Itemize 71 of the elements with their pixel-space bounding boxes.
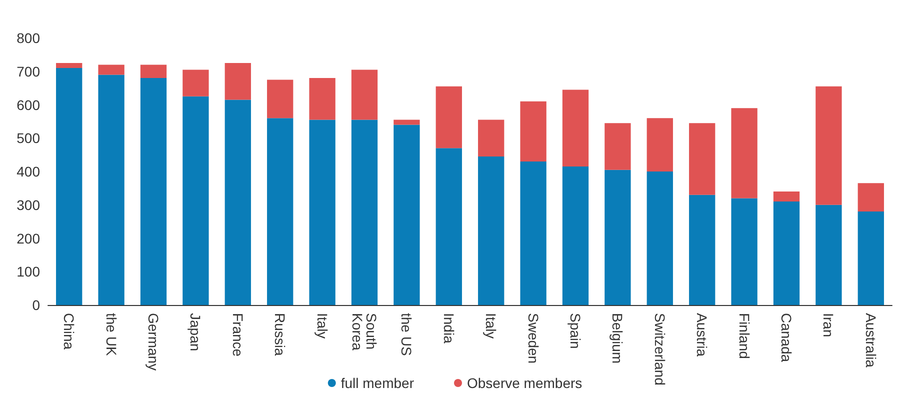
bar: [182, 70, 209, 96]
bar: [182, 96, 209, 305]
y-tick-label: 400: [16, 164, 40, 180]
y-tick-label: 0: [32, 297, 40, 313]
bar: [646, 172, 673, 305]
bar: [689, 194, 716, 305]
bar: [267, 118, 294, 305]
bar: [604, 123, 631, 170]
bar: [351, 120, 378, 305]
bar: [56, 68, 82, 305]
x-tick-label: the UK: [103, 313, 120, 356]
bar: [858, 212, 884, 305]
bar: [309, 120, 336, 305]
y-tick-label: 300: [16, 196, 40, 213]
legend-label: Observe members: [466, 375, 582, 391]
bar: [267, 80, 294, 118]
bar: [478, 120, 504, 156]
x-tick-label: Italy: [314, 313, 330, 339]
bar: [224, 100, 251, 305]
y-tick-label: 600: [16, 96, 40, 113]
bar: [816, 86, 842, 205]
bar: [562, 90, 589, 166]
x-tick-label: Russia: [272, 313, 288, 356]
bar: [520, 161, 546, 305]
bar: [604, 170, 631, 305]
x-tick-label: Finland: [736, 313, 752, 359]
y-tick-label: 700: [16, 63, 40, 80]
bar: [646, 118, 673, 172]
bar: [773, 202, 800, 305]
x-tick-label: Iran: [820, 313, 837, 338]
bar: [562, 166, 589, 305]
bar: [858, 183, 884, 212]
y-tick-label: 800: [16, 30, 40, 46]
x-tick-label: India: [440, 313, 457, 344]
x-tick-label: Italy: [483, 313, 500, 339]
x-tick-label: Switzerland: [652, 313, 668, 386]
x-tick-label: the US: [398, 313, 415, 356]
x-tick-label: Japan: [188, 313, 204, 352]
x-tick-label: France: [230, 313, 246, 357]
x-tick-label: Germany: [146, 313, 162, 371]
bar: [224, 63, 251, 100]
x-tick-label: Belgium: [610, 313, 626, 364]
bar: [731, 198, 758, 305]
bar: [773, 192, 800, 202]
y-tick-label: 200: [16, 230, 40, 246]
bar: [689, 123, 716, 195]
bar: [478, 156, 504, 305]
legend-label: full member: [340, 375, 414, 391]
bar: [56, 63, 82, 68]
x-tick-label: Spain: [568, 313, 584, 349]
bar: [309, 78, 336, 120]
x-tick-label: Sweden: [525, 313, 542, 364]
bar: [394, 120, 420, 125]
bar: [436, 86, 462, 148]
x-tick-label: Canada: [778, 313, 794, 362]
y-tick-label: 500: [16, 130, 40, 146]
y-tick-label: 100: [16, 264, 40, 280]
bar: [98, 64, 124, 75]
bar: [731, 108, 758, 198]
bar: [351, 70, 378, 120]
bar: [436, 148, 462, 305]
x-tick-label: South Korea: [350, 313, 380, 354]
bar: [140, 78, 167, 305]
x-tick-label: Australia: [862, 313, 879, 368]
bar: [98, 74, 124, 305]
bar: [520, 101, 546, 162]
x-tick-label: China: [61, 313, 78, 350]
bar: [816, 204, 842, 305]
bar: [394, 124, 420, 305]
bar: [140, 64, 167, 78]
x-tick-label: Austria: [694, 313, 710, 357]
